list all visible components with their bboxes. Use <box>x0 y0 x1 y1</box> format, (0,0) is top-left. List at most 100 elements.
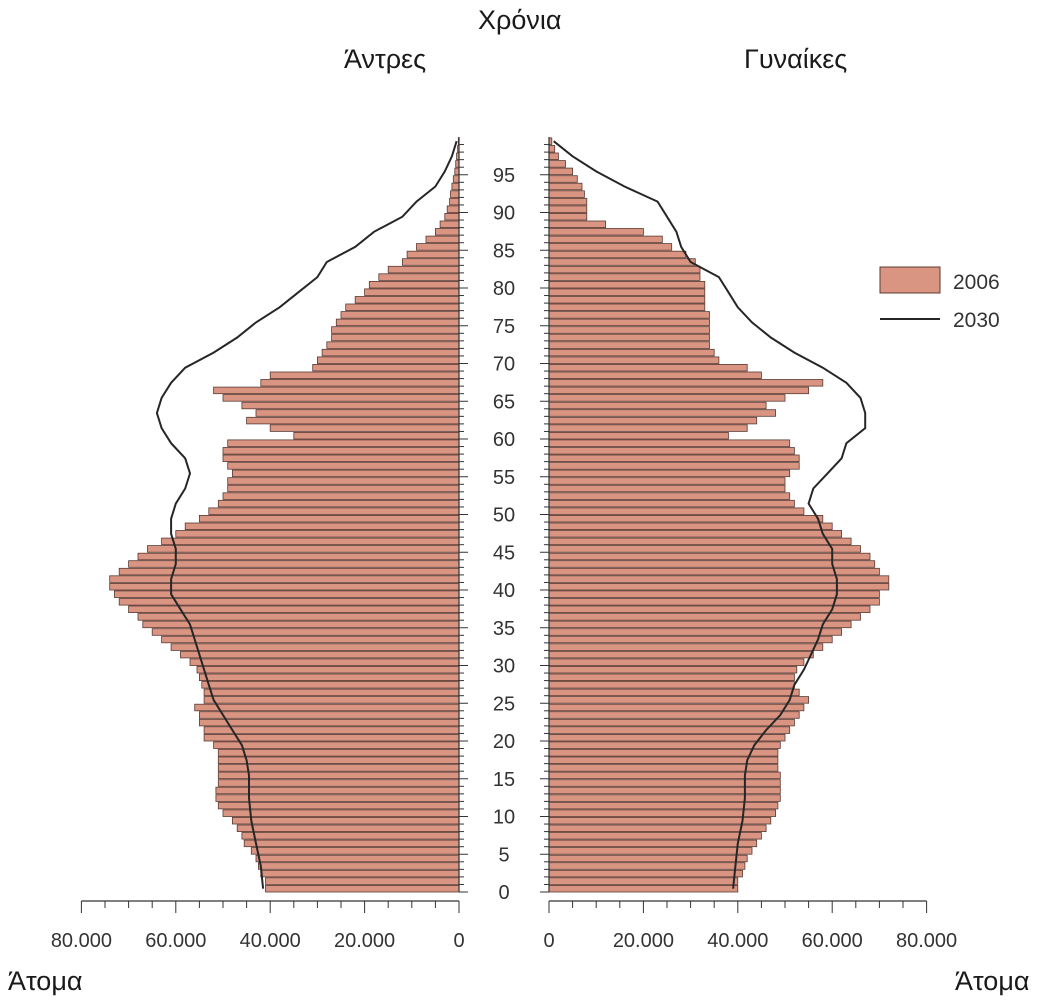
men-bar-age-76 <box>340 311 460 319</box>
men-bar-age-81 <box>378 273 460 281</box>
age-tick-label: 95 <box>493 165 515 187</box>
men-bar-age-22 <box>198 718 460 727</box>
x-axis-title-men: Άτομα <box>8 966 83 996</box>
men-bar-age-9 <box>231 817 460 825</box>
age-tick-label: 25 <box>493 693 515 715</box>
women-bar-age-7 <box>548 832 762 840</box>
men-bar-age-7 <box>241 832 460 840</box>
men-bar-age-78 <box>354 296 460 304</box>
women-bar-age-66 <box>548 386 810 395</box>
women-bar-age-86 <box>548 235 663 244</box>
women-bar-age-83 <box>548 258 696 266</box>
age-tick-label: 20 <box>493 731 515 753</box>
men-bar-age-2 <box>260 869 460 878</box>
women-bar-age-98 <box>548 145 556 153</box>
women-bar-age-81 <box>548 273 701 281</box>
women-bar-age-76 <box>548 311 710 319</box>
men-bar-age-66 <box>213 386 460 395</box>
age-tick-label: 75 <box>493 316 515 338</box>
men-bar-age-29 <box>196 666 460 674</box>
men-bar-age-75 <box>335 318 460 327</box>
age-tick-label: 85 <box>493 240 515 262</box>
men-bar-age-72 <box>326 341 460 349</box>
age-tick-label: 30 <box>493 656 515 678</box>
men-bar-age-55 <box>231 469 460 478</box>
women-header: Γυναίκες <box>744 44 848 74</box>
women-bar-age-72 <box>548 341 710 349</box>
men-value-tick-label: 40.000 <box>240 930 301 952</box>
age-tick-label: 35 <box>493 618 515 640</box>
men-bar-age-0 <box>265 885 460 893</box>
men-bar-age-88 <box>439 220 460 228</box>
men-bar-age-58 <box>222 447 460 455</box>
age-tick-label: 55 <box>493 467 515 489</box>
women-bar-age-94 <box>548 175 578 183</box>
age-tick-label: 65 <box>493 391 515 413</box>
women-bar-age-79 <box>548 288 706 296</box>
women-bar-age-97 <box>548 152 559 160</box>
women-bar-age-96 <box>548 160 566 168</box>
men-bar-age-73 <box>331 333 460 342</box>
women-bar-age-25 <box>548 696 810 704</box>
women-bar-age-9 <box>548 817 772 825</box>
men-bar-age-61 <box>269 424 460 432</box>
men-bar-age-40 <box>109 583 460 591</box>
men-bar-age-51 <box>217 499 460 508</box>
men-bar-age-38 <box>118 598 460 606</box>
men-bar-age-28 <box>198 673 460 681</box>
men-bar-age-83 <box>401 258 460 266</box>
men-bar-age-86 <box>425 235 460 244</box>
men-bar-age-79 <box>364 288 460 296</box>
women-bar-age-1 <box>548 877 739 885</box>
women-bar-age-28 <box>548 673 795 681</box>
women-bar-age-18 <box>548 749 779 757</box>
women-bar-age-61 <box>548 424 748 432</box>
women-value-tick-label: 60.000 <box>802 930 863 952</box>
age-tick-label: 60 <box>493 429 515 451</box>
men-bar-age-68 <box>269 371 460 379</box>
y-axis-title: Χρόνια <box>478 5 562 35</box>
women-bar-age-33 <box>548 635 833 644</box>
women-bar-age-44 <box>548 552 871 561</box>
men-bar-age-94 <box>452 175 460 183</box>
age-tick-label: 50 <box>493 505 515 527</box>
men-bar-age-13 <box>215 786 460 795</box>
men-bar-age-80 <box>368 280 460 289</box>
women-bar-age-24 <box>548 703 805 712</box>
women-bar-age-20 <box>548 734 786 742</box>
women-bar-age-78 <box>548 296 706 304</box>
women-bar-age-58 <box>548 447 795 455</box>
age-tick-label: 15 <box>493 769 515 791</box>
women-bar-age-88 <box>548 220 606 228</box>
women-bar-age-49 <box>548 515 824 523</box>
men-bar-age-17 <box>217 756 460 764</box>
women-bar-age-62 <box>548 416 758 425</box>
women-bar-age-84 <box>548 250 687 259</box>
women-bar-age-80 <box>548 280 706 289</box>
men-bar-age-14 <box>217 779 460 787</box>
men-value-tick-label: 0 <box>453 930 464 952</box>
women-bar-age-95 <box>548 167 574 176</box>
men-bar-age-25 <box>203 696 460 704</box>
women-value-tick-label: 80.000 <box>896 930 957 952</box>
men-bar-age-24 <box>194 703 460 712</box>
women-bar-age-53 <box>548 484 786 493</box>
men-bar-age-3 <box>257 862 460 870</box>
women-bar-age-82 <box>548 265 701 274</box>
women-bar-age-6 <box>548 839 758 848</box>
men-bar-age-62 <box>246 416 460 425</box>
women-bar-age-93 <box>548 182 583 191</box>
women-bar-age-57 <box>548 454 800 462</box>
men-bar-age-34 <box>151 628 460 636</box>
men-bar-age-31 <box>180 650 460 659</box>
men-bar-age-1 <box>265 877 460 885</box>
men-bar-age-53 <box>227 484 460 493</box>
men-bar-age-90 <box>446 205 460 213</box>
women-value-tick-label: 20.000 <box>613 930 674 952</box>
men-bar-age-95 <box>454 167 460 176</box>
men-bar-age-84 <box>406 250 460 259</box>
men-bar-age-18 <box>217 749 460 757</box>
men-bar-age-57 <box>222 454 460 462</box>
women-bar-age-21 <box>548 726 791 734</box>
